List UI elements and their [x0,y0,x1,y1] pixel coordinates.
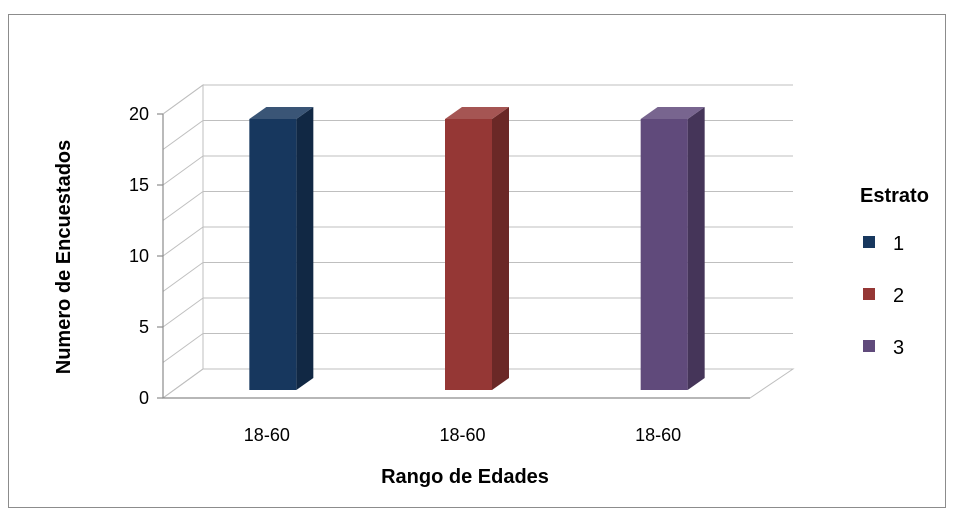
gridline-side [162,333,204,363]
legend-title: Estrato [860,185,929,207]
legend-swatch-1 [863,236,875,248]
bar-top [640,107,705,119]
bar-top [249,107,314,119]
legend-label-1: 1 [893,233,904,255]
gridline-side [162,262,204,292]
bar-side [296,107,314,390]
x-axis-title: Rango de Edades [381,466,549,488]
gridline-side [162,84,204,115]
y-tick-label: 0 [139,388,149,408]
bar-1 [249,107,314,390]
gridline-side [162,226,204,257]
bars [249,107,705,390]
y-tick-label: 5 [139,317,149,337]
legend-label-3: 3 [893,337,904,359]
gridline-side [162,120,204,150]
y-tick-label: 20 [129,104,149,124]
legend-label-2: 2 [893,285,904,307]
x-tick-labels: 18-60 18-60 18-60 [244,425,681,445]
legend-swatch-3 [863,340,875,352]
bar-side [687,107,705,390]
bar-front [445,119,492,390]
y-axis [157,113,750,399]
legend: Estrato 1 2 3 [860,185,929,359]
gridline-side [162,191,204,221]
bar-3 [640,107,705,390]
gridline-side [162,155,204,186]
x-tick-label: 18-60 [244,425,290,445]
y-axis-title: Numero de Encuestados [53,140,75,375]
x-tick-label: 18-60 [635,425,681,445]
legend-swatch-2 [863,288,875,300]
x-tick-label: 18-60 [439,425,485,445]
bar-front [640,119,688,390]
y-tick-label: 10 [129,246,149,266]
y-tick-label: 15 [129,175,149,195]
bar-side [492,107,509,390]
gridline-side [162,368,204,399]
bar-2 [445,107,509,390]
bar-front [249,119,297,390]
bar-top [445,107,509,119]
gridline-side [162,297,204,328]
y-tick-labels: 0 5 10 15 20 [129,104,149,408]
